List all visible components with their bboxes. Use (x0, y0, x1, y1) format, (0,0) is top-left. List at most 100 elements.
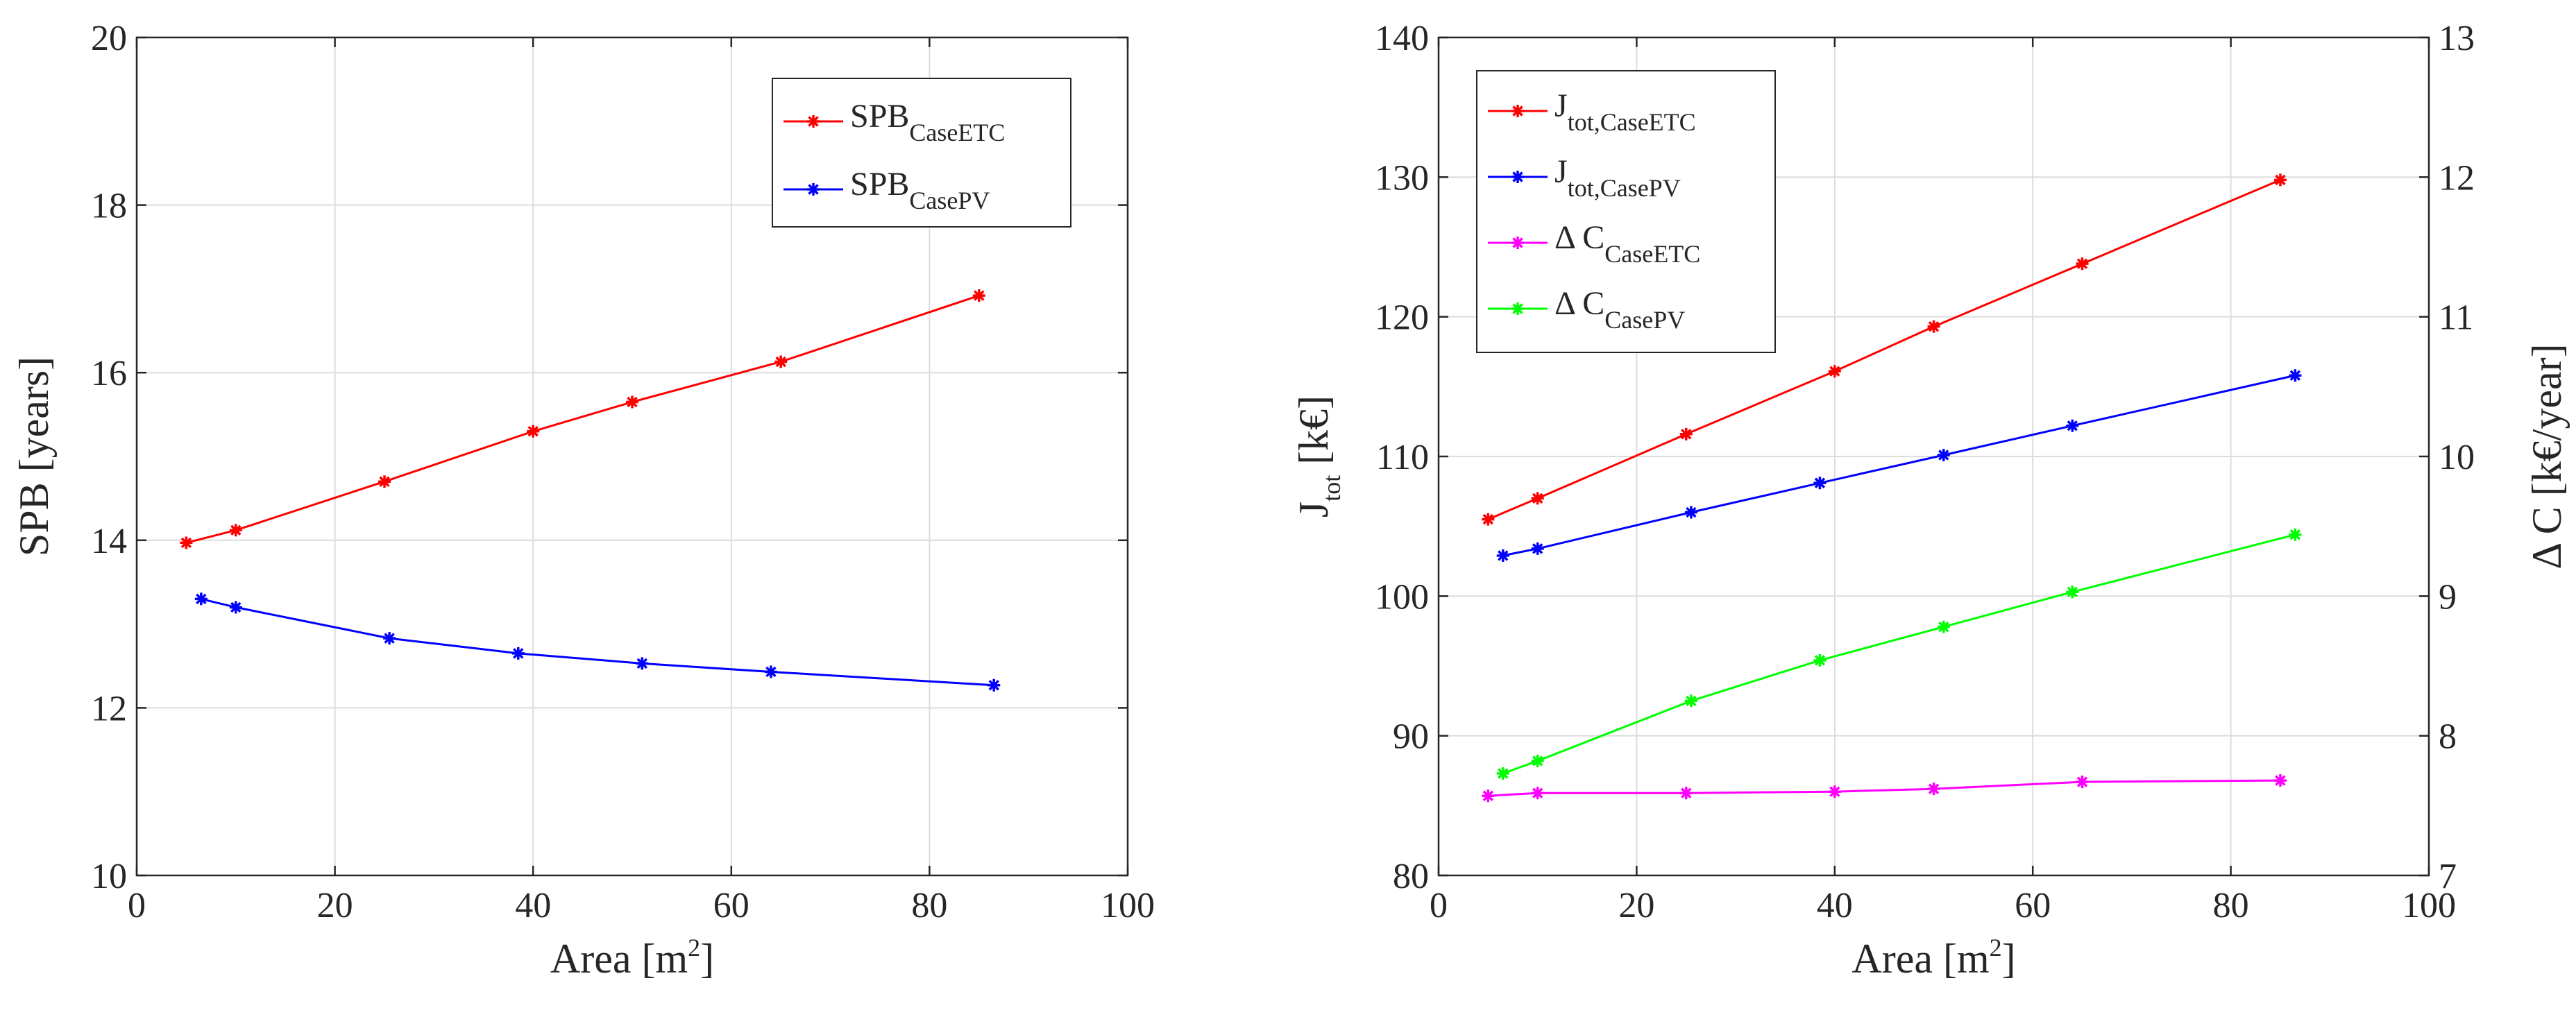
data-point (1684, 506, 1697, 519)
legend-marker-stroke (808, 184, 819, 195)
y-tick-label: 10 (91, 857, 127, 896)
y2-tick-label: 13 (2439, 19, 2475, 58)
data-point-stroke (379, 476, 390, 487)
x-tick-label: 60 (2015, 886, 2051, 925)
data-point-stroke (1532, 787, 1543, 798)
ticks: 0 20 40 60 80 100 10 12 14 16 18 20 (91, 19, 1155, 925)
series-1 (1496, 369, 2302, 562)
data-point-stroke (2076, 258, 2088, 269)
data-point (194, 592, 207, 606)
y-tick-label: 130 (1375, 158, 1429, 198)
data-point (2076, 257, 2089, 271)
data-point-stroke (180, 537, 192, 549)
legend-entry: Δ CCaseETC (1554, 219, 1700, 268)
data-point (764, 665, 777, 678)
x-tick-label: 20 (1618, 886, 1654, 925)
data-point (1531, 754, 1544, 767)
spb-chart: 0 20 40 60 80 100 10 12 14 16 18 20 Area [m2] SPB [ye… (11, 19, 1155, 982)
axes-box (135, 36, 1129, 877)
legend-marker (1511, 171, 1524, 183)
data-point (1813, 653, 1827, 667)
data-point (1927, 782, 1940, 796)
data-point-stroke (775, 356, 786, 368)
data-point (383, 632, 396, 645)
legend-entry-subscript: CaseETC (909, 119, 1005, 146)
data-point (1531, 542, 1544, 555)
data-point-stroke (2275, 775, 2286, 786)
data-point-stroke (1829, 366, 1840, 377)
data-point-stroke (988, 680, 999, 691)
legend-marker (1511, 237, 1524, 249)
data-point-stroke (1686, 506, 1697, 518)
data-point (2289, 528, 2302, 541)
data-point (1482, 789, 1495, 803)
data-point-stroke (2067, 420, 2078, 431)
x-axis-label-main: Area [m (550, 936, 688, 982)
data-point-stroke (230, 524, 242, 536)
data-point-stroke (196, 593, 207, 605)
y-axis-label: Jtot [k€] (1291, 395, 1346, 518)
legend-entry-subscript: CasePV (909, 187, 990, 214)
data-point-stroke (1681, 787, 1692, 798)
x-tick-label: 80 (911, 886, 947, 925)
legend-marker-stroke (808, 116, 819, 127)
x-tick-label: 0 (1430, 886, 1448, 925)
legend-entry-name: J (1554, 87, 1568, 124)
data-point-stroke (627, 396, 638, 408)
legend-entry: Δ CCasePV (1554, 285, 1685, 334)
legend-marker-stroke (1512, 105, 1523, 117)
legend-marker (807, 115, 820, 128)
x-axis-label-main: Area [m (1852, 936, 1989, 982)
legend-marker (1511, 302, 1524, 315)
series-2 (1482, 774, 2287, 803)
x-tick-label: 40 (515, 886, 551, 925)
x-tick-label: 80 (2213, 886, 2249, 925)
y-axis-label: SPB [years] (11, 357, 57, 556)
y2-tick-label: 12 (2439, 158, 2475, 198)
data-point (2273, 173, 2287, 187)
data-point-stroke (1532, 755, 1543, 767)
data-point-stroke (2076, 776, 2088, 787)
data-point-stroke (513, 648, 524, 659)
data-point (1679, 787, 1693, 800)
series-0 (180, 289, 985, 549)
y2-tick-label: 10 (2439, 438, 2475, 477)
data-point-stroke (1814, 477, 1826, 488)
data-point (229, 524, 242, 537)
legend-entry-subscript: tot,CaseETC (1568, 108, 1696, 136)
legend-entry: Jtot,CasePV (1554, 153, 1681, 202)
legend-entry-name: SPB (850, 166, 909, 203)
y-tick-label: 12 (91, 689, 127, 728)
x-tick-label: 100 (1101, 886, 1155, 925)
data-point (378, 475, 391, 488)
y-axis-label-main: SPB [years] (11, 357, 57, 556)
y2-axis-label: Δ C [k€/year] (2524, 343, 2570, 569)
x-tick-label: 100 (2402, 886, 2456, 925)
data-point (1927, 320, 1940, 333)
data-point (1937, 448, 1950, 461)
data-point (972, 289, 985, 302)
legend-entry-name: SPB (850, 98, 909, 135)
legend-entry: Jtot,CaseETC (1554, 87, 1696, 136)
data-point (1937, 620, 1950, 633)
data-point (1684, 694, 1697, 708)
data-point-stroke (2067, 586, 2078, 598)
data-point-stroke (1482, 513, 1494, 525)
y-tick-label: 100 (1375, 577, 1429, 617)
series-1 (194, 592, 1001, 692)
data-point-stroke (230, 601, 242, 613)
y2-tick-label: 11 (2439, 298, 2473, 338)
data-point (511, 647, 525, 660)
legend-marker (1511, 105, 1524, 117)
series-0 (1482, 173, 2287, 526)
legend-marker-stroke (1512, 237, 1523, 248)
data-point-stroke (1686, 695, 1697, 707)
legend-entry: SPBCaseETC (850, 98, 1005, 146)
data-point-stroke (636, 658, 647, 669)
data-point-stroke (1498, 768, 1509, 779)
legend-entry-subscript: tot,CasePV (1568, 174, 1681, 202)
y-tick-label: 140 (1375, 19, 1429, 58)
data-point-stroke (1829, 786, 1840, 797)
y-tick-label: 80 (1393, 857, 1429, 896)
